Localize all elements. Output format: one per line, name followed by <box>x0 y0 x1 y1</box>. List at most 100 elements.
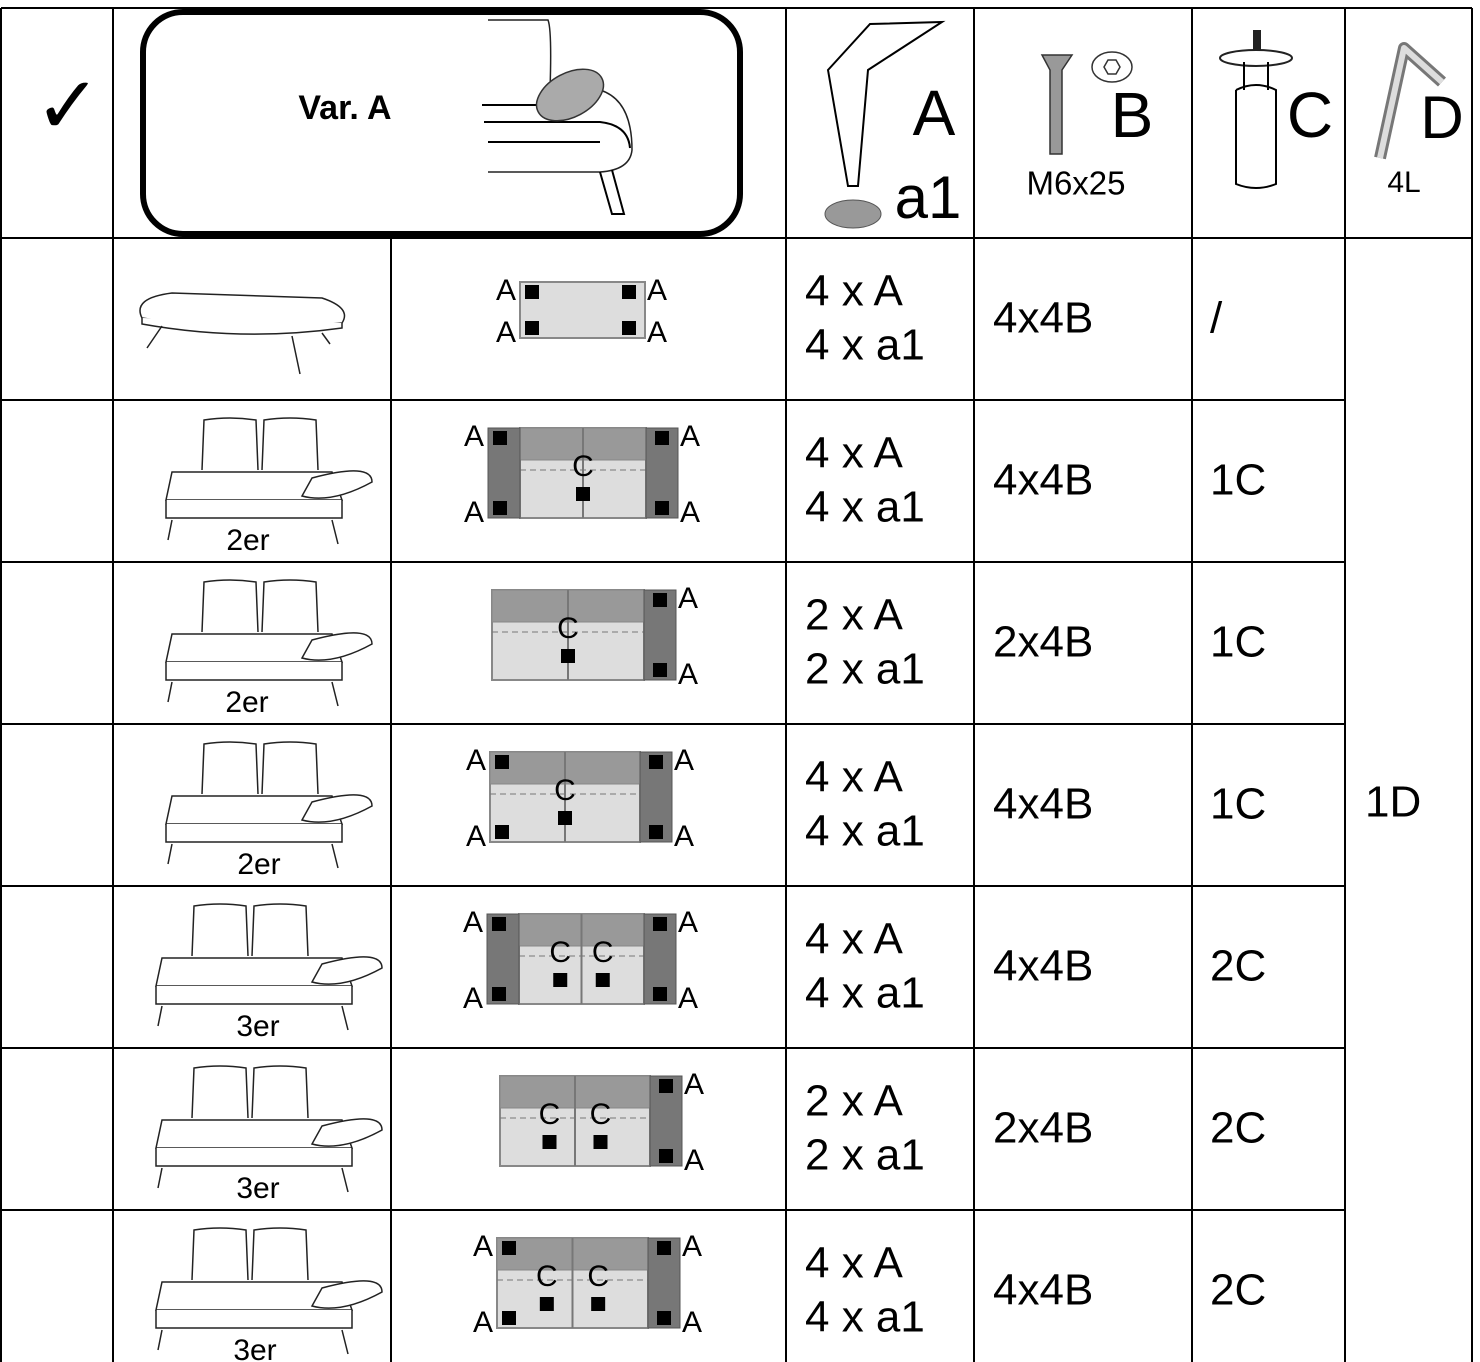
variant-label: Var. A <box>298 89 391 127</box>
layout-diagram <box>487 427 679 519</box>
diagram-label: C <box>590 1098 612 1131</box>
diagram-label: A <box>674 744 694 777</box>
part-spec: M6x25 <box>1026 165 1125 202</box>
fixing-point <box>653 663 667 677</box>
part-letter: D <box>1420 84 1463 151</box>
outline <box>157 1329 349 1355</box>
outline <box>146 325 331 375</box>
diagram-label: C <box>549 936 571 969</box>
layout-diagram <box>499 1075 683 1167</box>
diagram-label: A <box>466 820 486 853</box>
diagram-label: A <box>678 982 698 1015</box>
fixing-point <box>653 917 667 931</box>
size-label: 2er <box>237 848 280 881</box>
outline <box>300 632 373 661</box>
outline <box>165 824 343 843</box>
fixing-point <box>493 431 507 445</box>
size-label: 3er <box>233 1334 276 1362</box>
screws-count: 4x4B <box>993 294 1093 343</box>
outline <box>165 662 343 681</box>
size-label: 3er <box>236 1010 279 1043</box>
diagram-label: C <box>557 612 579 645</box>
outline <box>167 519 339 545</box>
fixing-point <box>558 811 572 825</box>
diagram-label: C <box>536 1260 558 1293</box>
outline <box>201 741 259 795</box>
fixing-point <box>657 1241 671 1255</box>
outline <box>300 470 373 499</box>
outline <box>155 986 353 1005</box>
variant-box <box>140 9 743 237</box>
outline <box>155 1148 353 1167</box>
outline <box>310 956 383 985</box>
diagram-label: A <box>682 1306 702 1339</box>
diagram-label: A <box>466 744 486 777</box>
diagram-label: A <box>464 496 484 529</box>
legs-count: 2 x A <box>805 591 903 640</box>
fixing-point <box>493 501 507 515</box>
fixing-point <box>502 1241 516 1255</box>
bench-illustration <box>139 292 346 375</box>
sofa-illustration <box>165 417 373 545</box>
outline <box>251 1065 309 1119</box>
diagram-label: A <box>678 658 698 691</box>
connector-icon <box>1219 30 1293 189</box>
fixing-point <box>495 755 509 769</box>
outline <box>261 417 319 471</box>
connectors-count: / <box>1210 294 1223 343</box>
diagram-label: C <box>587 1260 609 1293</box>
connectors-count: 2C <box>1210 1104 1266 1153</box>
screws-count: 2x4B <box>993 618 1093 667</box>
diagram-label: A <box>678 906 698 939</box>
diagram-label: C <box>539 1098 561 1131</box>
sofa-illustration <box>165 741 373 869</box>
fixing-point <box>561 649 575 663</box>
fixing-point <box>492 987 506 1001</box>
legs-count: 4 x A <box>805 1239 903 1288</box>
legs-count: 4 x a1 <box>805 969 925 1018</box>
diagram-label: C <box>554 774 576 807</box>
tool-count: 1D <box>1365 778 1421 827</box>
fixing-point <box>653 987 667 1001</box>
outline <box>201 579 259 633</box>
diagram-label: A <box>647 274 667 307</box>
diagram-label: A <box>680 420 700 453</box>
layout-diagram <box>496 1237 681 1329</box>
check-mark: ✓ <box>34 61 101 150</box>
diagram-label: A <box>473 1230 493 1263</box>
outline <box>251 903 309 957</box>
screws-count: 4x4B <box>993 780 1093 829</box>
outline <box>201 417 259 471</box>
fixing-point <box>649 825 663 839</box>
legs-count: 4 x a1 <box>805 1293 925 1342</box>
diagram-label: C <box>592 936 614 969</box>
legs-count: 2 x a1 <box>805 1131 925 1180</box>
legs-count: 4 x a1 <box>805 483 925 532</box>
outline <box>191 903 249 957</box>
part-spec: 4L <box>1387 166 1420 199</box>
fixing-point <box>595 973 610 987</box>
diagram-label: A <box>682 1230 702 1263</box>
outline <box>141 318 343 335</box>
diagram-label: A <box>496 274 516 307</box>
fixing-point <box>525 321 539 335</box>
part-letter: B <box>1111 79 1154 151</box>
diagram-label: A <box>678 582 698 615</box>
fixing-point <box>655 431 669 445</box>
outline <box>167 681 339 707</box>
diagram-label: A <box>674 820 694 853</box>
fixing-point <box>649 755 663 769</box>
outline <box>191 1065 249 1119</box>
fixing-point <box>576 487 590 501</box>
fixing-point <box>659 1079 673 1093</box>
diagram-label: A <box>684 1144 704 1177</box>
legs-count: 4 x A <box>805 267 903 316</box>
layout-diagram <box>491 589 677 681</box>
outline <box>157 1167 349 1193</box>
sofa-illustration <box>155 1227 383 1355</box>
diagram-label: A <box>464 420 484 453</box>
fixing-point <box>542 1135 557 1149</box>
layout-diagram <box>486 913 677 1005</box>
fixing-point <box>653 593 667 607</box>
